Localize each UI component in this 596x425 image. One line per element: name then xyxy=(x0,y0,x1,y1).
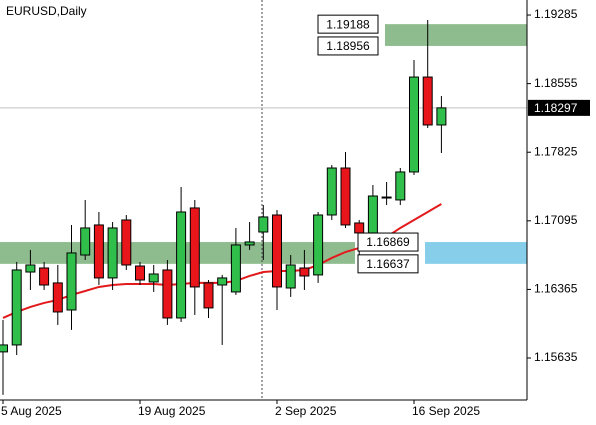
candle-body xyxy=(230,244,241,293)
candle-body xyxy=(39,267,50,286)
candle-body xyxy=(162,269,173,319)
candle-body xyxy=(121,219,132,266)
x-tick-label: 16 Sep 2025 xyxy=(412,404,480,418)
zone-label-box xyxy=(357,254,419,274)
chart-title: EURUSD,Daily xyxy=(6,4,87,18)
candle-body xyxy=(299,267,310,277)
candle-body xyxy=(189,207,200,288)
last-price-box xyxy=(528,99,590,116)
x-tick-label: 19 Aug 2025 xyxy=(138,404,206,418)
candle-body xyxy=(244,241,255,246)
candle-body xyxy=(258,216,269,233)
zone-label-box xyxy=(357,232,419,252)
zone-label: 1.16637 xyxy=(366,257,410,271)
zone-label-box xyxy=(317,14,379,34)
candle-body xyxy=(367,195,378,234)
y-tick-label: 1.18555 xyxy=(534,76,578,90)
y-tick-label: 1.17825 xyxy=(534,144,578,158)
zone-label: 1.16869 xyxy=(366,235,410,249)
candle-body xyxy=(93,224,104,279)
candle-body xyxy=(395,171,406,201)
candle-body xyxy=(148,273,159,283)
zone-label-box xyxy=(317,36,379,56)
candle-body xyxy=(203,282,214,309)
candle-body xyxy=(422,76,433,126)
zone-label: 1.18956 xyxy=(326,39,370,53)
zone xyxy=(385,24,527,46)
candle-body xyxy=(66,252,77,311)
candle-body xyxy=(80,227,91,256)
zone-labels: 1.19188 1.18956 1.16869 1.16637 xyxy=(317,14,419,274)
x-tick-label: 2 Sep 2025 xyxy=(275,404,337,418)
candle-body xyxy=(340,167,351,226)
zone-label: 1.19188 xyxy=(326,17,370,31)
candle-body xyxy=(135,265,145,281)
candle-body xyxy=(25,264,36,273)
candle-body xyxy=(409,76,419,173)
x-tick-label: 5 Aug 2025 xyxy=(1,404,62,418)
candle-body xyxy=(381,196,392,199)
candle-body xyxy=(354,222,365,234)
y-tick-label: 1.16365 xyxy=(534,282,578,296)
candle-body xyxy=(11,269,22,346)
axes: 1.19285 1.18555 1.17825 1.17095 1.16365 1.156… xyxy=(1,7,590,418)
y-tick-label: 1.17095 xyxy=(534,213,578,227)
candle-body xyxy=(52,282,63,313)
candles xyxy=(0,20,447,395)
candle-body xyxy=(217,277,228,286)
candle-body xyxy=(326,167,337,216)
candle-body xyxy=(272,214,282,288)
y-tick-label: 1.15635 xyxy=(534,350,578,364)
candle-body xyxy=(0,344,8,353)
candle-body xyxy=(285,264,296,289)
y-tick-label: 1.19285 xyxy=(534,7,578,21)
candle-body xyxy=(313,214,324,276)
last-price-label: 1.18297 xyxy=(534,101,578,115)
candle-body xyxy=(107,227,118,279)
candle-body xyxy=(176,211,187,319)
candle-body xyxy=(436,107,447,126)
zone xyxy=(425,242,527,264)
